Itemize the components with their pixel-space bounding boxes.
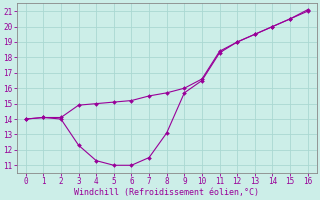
X-axis label: Windchill (Refroidissement éolien,°C): Windchill (Refroidissement éolien,°C)	[74, 188, 259, 197]
